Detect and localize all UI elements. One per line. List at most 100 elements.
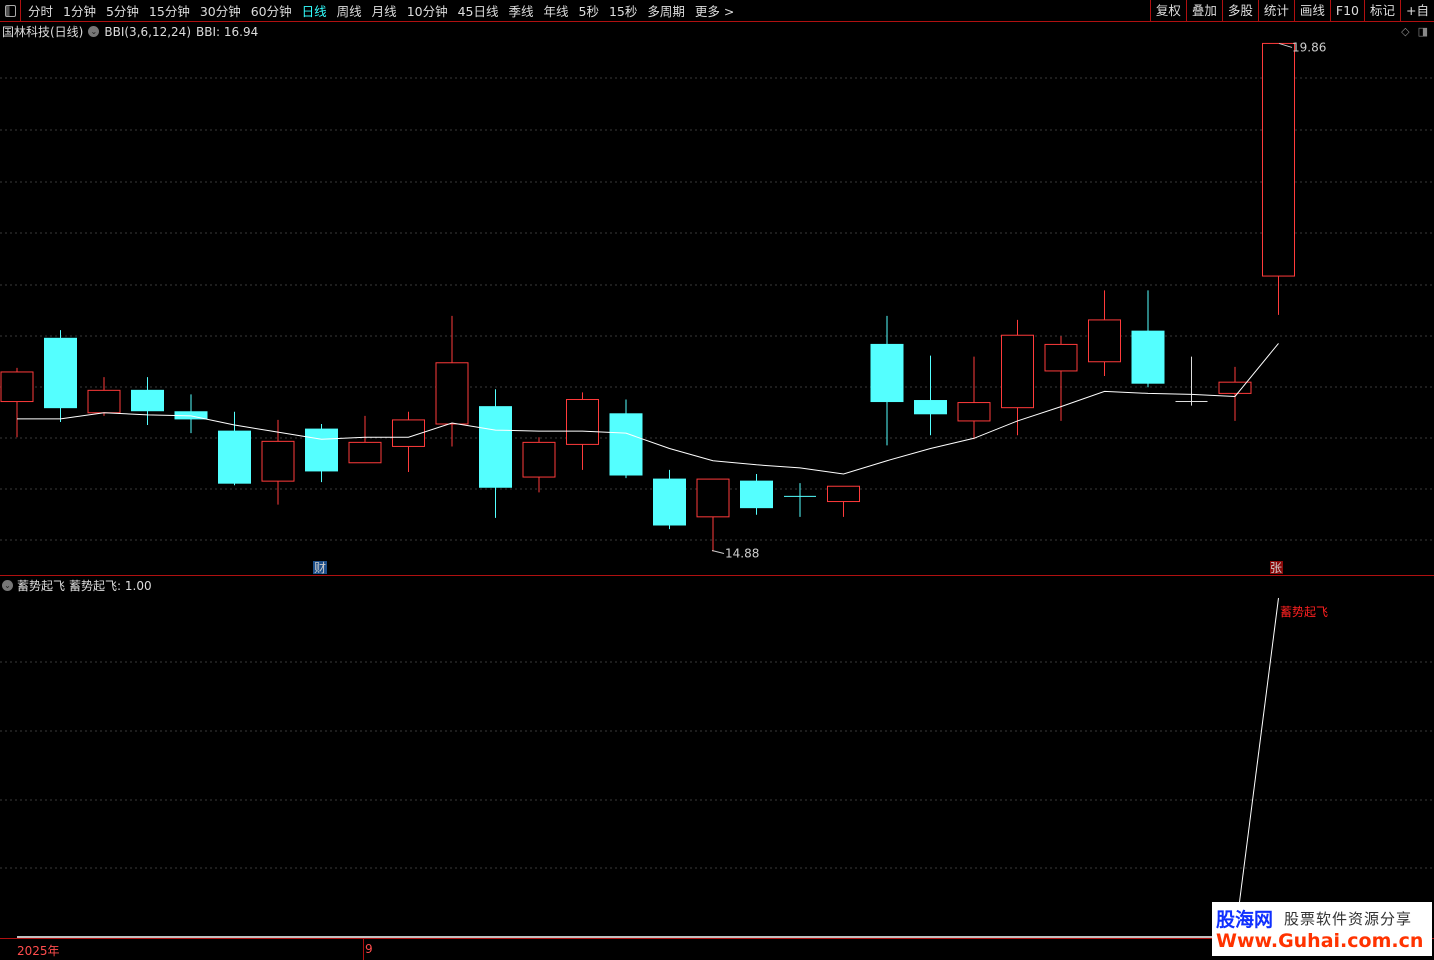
candle-body xyxy=(1088,319,1121,363)
bbi-line xyxy=(17,343,1279,475)
chevron-down-icon[interactable]: ⌄ xyxy=(88,26,100,37)
tab-period[interactable]: 45日线 xyxy=(457,4,499,19)
candle-body xyxy=(479,406,512,488)
candle xyxy=(653,469,686,530)
finance-marker-bg xyxy=(313,561,327,574)
tab-period[interactable]: 月线 xyxy=(371,4,397,19)
tab-period[interactable]: 5秒 xyxy=(578,4,599,19)
watermark-slogan: 股票软件资源分享 xyxy=(1284,910,1413,928)
sidebar-toggle-icon[interactable] xyxy=(0,0,21,21)
period-toolbar: 分时 1分钟 5分钟 15分钟 30分钟 60分钟 日线 周线 月线 10分钟 45日线 季线 年线 5秒… xyxy=(0,0,1434,22)
candle xyxy=(914,355,947,436)
date-axis: 2025年 9 xyxy=(0,938,1434,960)
candle-body xyxy=(1262,42,1295,277)
sub-indicator-value: 蓄势起飞: 1.00 xyxy=(69,579,152,593)
candle xyxy=(479,389,512,518)
candle xyxy=(348,415,382,464)
candle-body xyxy=(653,478,686,526)
candle xyxy=(1175,356,1208,406)
diamond-icon[interactable]: ◇ xyxy=(1401,25,1410,38)
candle xyxy=(1218,366,1252,421)
candle xyxy=(1131,290,1165,388)
candle xyxy=(1001,319,1034,436)
candle-body xyxy=(0,371,34,403)
candle xyxy=(522,437,556,493)
limit-up-marker: 张 xyxy=(1270,561,1282,575)
candle-body xyxy=(740,480,773,509)
month-tick xyxy=(363,939,364,960)
main-chart-header: 国林科技(日线) ⌄ BBI(3,6,12,24) BBI: 16.94 xyxy=(2,23,258,40)
candle xyxy=(696,478,730,552)
tab-period[interactable]: 5分钟 xyxy=(105,4,139,19)
indicator-value: BBI: 16.94 xyxy=(196,24,259,39)
candle-body xyxy=(696,478,730,518)
tab-period[interactable]: 30分钟 xyxy=(199,4,241,19)
tab-period[interactable]: 更多 > xyxy=(694,4,735,19)
panel-toggle-icon[interactable]: ◨ xyxy=(1417,25,1428,38)
tab-period[interactable]: 多周期 xyxy=(647,4,685,19)
tool-button[interactable]: 复权 xyxy=(1149,0,1186,21)
candle-body xyxy=(261,440,295,482)
candle xyxy=(1262,42,1295,315)
tool-button[interactable]: 画线 xyxy=(1293,0,1330,21)
sub-chart-header: ⌄ 蓄势起飞 蓄势起飞: 1.00 xyxy=(2,577,152,594)
watermark-logo: 股海网 股票软件资源分享 Www.Guhai.com.cn xyxy=(1212,902,1432,956)
tab-period[interactable]: 分时 xyxy=(28,4,54,19)
tab-period[interactable]: 10分钟 xyxy=(406,4,448,19)
candle-body xyxy=(435,362,469,425)
candle-body xyxy=(522,441,556,478)
candle xyxy=(566,392,599,470)
candle-body xyxy=(957,402,991,422)
tab-period[interactable]: 日线 xyxy=(301,4,327,19)
candle xyxy=(784,483,816,517)
tool-button[interactable]: 多股 xyxy=(1221,0,1258,21)
candle xyxy=(740,473,773,515)
tab-period[interactable]: 60分钟 xyxy=(250,4,292,19)
candle-body xyxy=(1131,330,1165,384)
tool-button[interactable]: +自 xyxy=(1400,0,1434,21)
indicator-name[interactable]: BBI(3,6,12,24) xyxy=(104,24,191,39)
candle xyxy=(218,411,251,486)
candle xyxy=(261,419,295,505)
candle-body xyxy=(1218,381,1252,394)
candle-body xyxy=(218,430,251,484)
candle-body xyxy=(87,389,121,414)
candle xyxy=(87,377,121,416)
candle-body xyxy=(44,337,77,409)
date-label-year: 2025年 xyxy=(17,944,60,958)
candle-body xyxy=(1044,343,1078,372)
candle-body xyxy=(609,413,643,476)
tool-button[interactable]: 标记 xyxy=(1364,0,1400,21)
tool-button[interactable]: 统计 xyxy=(1257,0,1294,21)
tool-button[interactable]: F10 xyxy=(1329,0,1364,21)
chevron-down-icon[interactable]: ⌄ xyxy=(2,580,13,591)
candle-body xyxy=(1001,334,1034,409)
candle xyxy=(827,485,860,517)
chart-controls: ◇ ◨ xyxy=(1401,25,1428,38)
candle-body xyxy=(870,343,904,403)
low-pointer xyxy=(711,550,725,555)
high-price-label: 19.86 xyxy=(1292,40,1326,54)
tab-period[interactable]: 季线 xyxy=(508,4,534,19)
tab-period[interactable]: 15分钟 xyxy=(148,4,190,19)
tab-period[interactable]: 15秒 xyxy=(608,4,638,19)
candle xyxy=(435,315,469,447)
candle xyxy=(44,330,77,422)
finance-marker: 财 xyxy=(314,561,326,575)
sub-indicator-name[interactable]: 蓄势起飞 xyxy=(17,579,66,593)
tab-period[interactable]: 周线 xyxy=(336,4,362,19)
candle xyxy=(870,315,904,446)
tab-period[interactable]: 年线 xyxy=(543,4,569,19)
tab-period[interactable]: 1分钟 xyxy=(63,4,96,19)
period-tabs: 分时 1分钟 5分钟 15分钟 30分钟 60分钟 日线 周线 月线 10分钟 45日线 季线 年线 5秒… xyxy=(21,1,739,20)
candle xyxy=(174,394,208,434)
limit-up-marker-bg xyxy=(1270,561,1283,574)
candle-body xyxy=(392,419,425,447)
panel-divider[interactable] xyxy=(0,575,1434,576)
tool-button[interactable]: 叠加 xyxy=(1185,0,1222,21)
candle xyxy=(305,423,338,483)
candle-body xyxy=(348,441,382,464)
candle xyxy=(609,399,643,479)
signal-label: 蓄势起飞 xyxy=(1280,605,1328,619)
